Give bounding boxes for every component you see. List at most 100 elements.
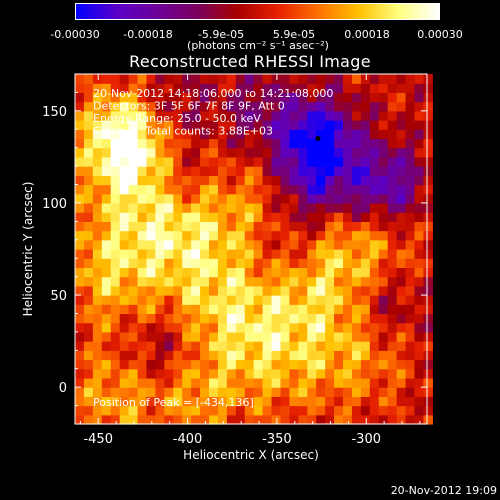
heatmap-cell [405, 304, 416, 315]
heatmap-cell [334, 120, 344, 130]
heatmap-cell [253, 276, 264, 287]
heatmap-cell [325, 414, 335, 425]
heatmap-cell [75, 239, 85, 250]
heatmap-cell [226, 368, 237, 379]
heatmap-cell [396, 285, 407, 296]
heatmap-cell [307, 387, 317, 397]
heatmap-cell [182, 405, 192, 416]
heatmap-cell [83, 258, 94, 269]
heatmap-cell [128, 193, 139, 204]
heatmap-cell [137, 405, 148, 416]
heatmap-cell [200, 166, 210, 176]
heatmap-cell [369, 193, 380, 204]
heatmap-cell [343, 202, 353, 213]
heatmap-cell [119, 267, 130, 278]
heatmap-cell [164, 147, 174, 158]
heatmap-cell [101, 83, 112, 94]
heatmap-cell [289, 230, 299, 241]
heatmap-cell [369, 101, 380, 112]
heatmap-cell [334, 83, 344, 94]
heatmap-cell [182, 110, 192, 121]
peak-label: Position of Peak = [-434,136] [93, 396, 254, 409]
heatmap-cell [101, 295, 112, 305]
heatmap-cell [360, 101, 371, 112]
heatmap-cell [244, 202, 255, 213]
heatmap-cell [414, 322, 425, 333]
heatmap-cell [146, 295, 156, 305]
heatmap-cell [396, 74, 407, 84]
heatmap-cell [110, 221, 121, 232]
heatmap-cell [128, 350, 139, 361]
heatmap-cell [226, 221, 237, 232]
heatmap-cell [209, 193, 219, 204]
heatmap-cell [191, 184, 201, 195]
heatmap-cell [378, 359, 389, 370]
heatmap-cell [316, 129, 326, 140]
heatmap-cell [387, 147, 398, 158]
heatmap-cell [92, 239, 103, 250]
heatmap-cell [83, 166, 94, 176]
heatmap-cell [262, 101, 273, 112]
heatmap-cell [378, 304, 389, 315]
heatmap-cell [343, 414, 353, 425]
heatmap-cell [173, 138, 183, 149]
heatmap-cell [360, 258, 371, 269]
heatmap-cell [396, 101, 407, 112]
heatmap-cell [343, 156, 353, 167]
heatmap-cell [83, 120, 94, 130]
heatmap-cell [226, 350, 237, 361]
heatmap-cell [405, 166, 416, 176]
colorbar-units: (photons cm⁻² s⁻¹ asec⁻²) [187, 39, 329, 52]
heatmap-cell [369, 304, 380, 315]
heatmap-cell [200, 193, 210, 204]
heatmap-cell [191, 129, 201, 140]
heatmap-cell [325, 175, 335, 186]
heatmap-cell [209, 341, 219, 351]
heatmap-cell [325, 120, 335, 130]
heatmap-cell [343, 377, 353, 388]
heatmap-cell [369, 230, 380, 241]
heatmap-cell [280, 322, 291, 333]
heatmap-cell [173, 110, 183, 121]
heatmap-cell [83, 230, 94, 241]
heatmap-cell [191, 341, 201, 351]
heatmap-cell [200, 212, 210, 222]
heatmap-cell [200, 368, 210, 379]
heatmap-cell [209, 285, 219, 296]
heatmap-cell [369, 83, 380, 94]
heatmap-cell [360, 267, 371, 278]
heatmap-cell [280, 147, 291, 158]
heatmap-cell [173, 166, 183, 176]
heatmap-cell [387, 276, 398, 287]
heatmap-cell [271, 359, 282, 370]
heatmap-cell [128, 120, 139, 130]
heatmap-cell [325, 350, 335, 361]
heatmap-cell [271, 101, 282, 112]
heatmap-cell [155, 322, 165, 333]
heatmap-cell [360, 175, 371, 186]
heatmap-cell [191, 193, 201, 204]
heatmap-cell [289, 202, 299, 213]
y-axis-label: Heliocentric Y (arcsec) [21, 182, 35, 317]
heatmap-cell [360, 184, 371, 195]
heatmap-cell [146, 377, 156, 388]
heatmap-cell [351, 276, 362, 287]
heatmap-cell [334, 313, 344, 324]
heatmap-cell [351, 239, 362, 250]
heatmap-cell [101, 147, 112, 158]
heatmap-cell [325, 295, 335, 305]
heatmap-cell [182, 368, 192, 379]
heatmap-cell [119, 322, 130, 333]
heatmap-cell [92, 83, 103, 94]
heatmap-cell [414, 110, 425, 121]
heatmap-cell [405, 258, 416, 269]
heatmap-cell [128, 368, 139, 379]
heatmap-cell [280, 295, 291, 305]
heatmap-cell [155, 313, 165, 324]
heatmap-cell [325, 285, 335, 296]
heatmap-cell [173, 295, 183, 305]
heatmap-cell [244, 267, 255, 278]
heatmap-cell [146, 138, 156, 149]
heatmap-cell [164, 267, 174, 278]
heatmap-cell [244, 396, 255, 407]
